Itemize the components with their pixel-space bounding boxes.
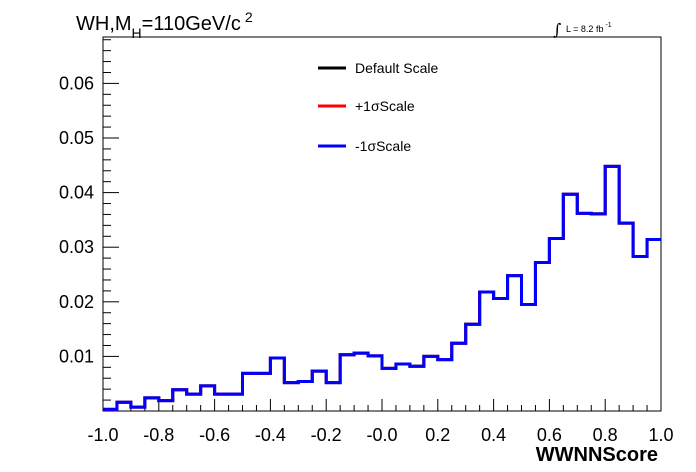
legend-label: +1σScale [355,98,415,114]
y-tick-label: 0.02 [59,292,94,312]
luminosity-superscript: -1 [605,22,611,29]
x-tick-label: -0.4 [255,425,286,445]
title-main: WH,M [76,13,132,35]
y-tick-label: 0.05 [59,128,94,148]
chart-title: WH,MH=110GeV/c 2 [76,9,253,41]
x-axis-label: WWNNScore [536,444,658,466]
y-axis: 0.01 0.02 0.03 0.04 0.05 0.06 [59,39,119,401]
legend: Default Scale +1σScale -1σScale [318,60,438,154]
y-tick-label: 0.03 [59,237,94,257]
x-tick-label: -0.0 [366,425,397,445]
x-tick-label: -0.6 [199,425,230,445]
series-line-2 [103,164,661,411]
luminosity-annotation: L = 8.2 fb -1 [566,22,612,34]
luminosity-integral-symbol: ∫ [553,20,561,39]
x-tick-label: -1.0 [87,425,118,445]
x-axis: -1.0 -0.8 -0.6 -0.4 -0.2 -0.0 0.2 0.4 0.6 0.8 1.0 [87,399,674,445]
x-tick-label: 0.6 [537,425,562,445]
title-superscript: 2 [245,9,253,25]
y-tick-label: 0.06 [59,73,94,93]
x-tick-label: -0.2 [311,425,342,445]
luminosity-label: L = 8.2 fb [566,24,603,34]
x-tick-label: 0.4 [481,425,506,445]
y-tick-label: 0.04 [59,183,94,203]
y-tick-label: 0.01 [59,346,94,366]
legend-label: -1σScale [355,138,411,154]
x-tick-label: 0.2 [425,425,450,445]
legend-label: Default Scale [355,60,438,76]
x-tick-label: -0.8 [143,425,174,445]
x-tick-label: 1.0 [648,425,673,445]
series-lines [103,164,661,411]
title-subscript: H [132,25,142,41]
x-tick-label: 0.8 [593,425,618,445]
title-rest: =110GeV/c [142,13,241,35]
